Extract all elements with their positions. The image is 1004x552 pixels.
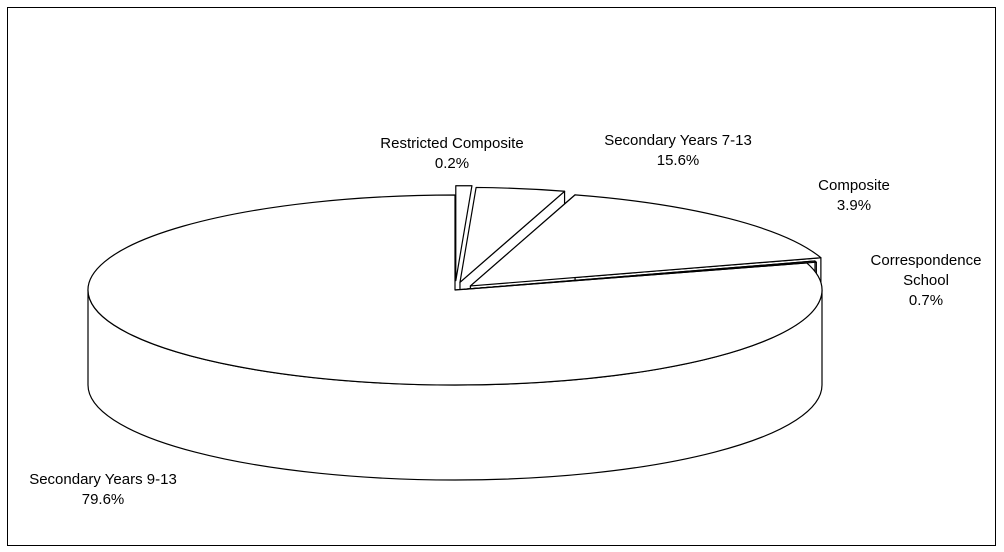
slice-label-percent: 0.2% <box>434 155 470 172</box>
pie-slice-correspondence-school <box>455 185 473 282</box>
slice-label-name: Correspondence <box>870 252 982 269</box>
slice-label-name: Restricted Composite <box>380 135 524 152</box>
slice-label-percent: 15.6% <box>656 152 700 169</box>
slice-label-percent: 0.7% <box>908 292 944 309</box>
slice-label: Restricted Composite 0.2% <box>380 134 523 174</box>
pie-slice-composite <box>459 186 566 283</box>
slice-label-name: Composite <box>818 177 890 194</box>
pie-slice-secondary-years-7-13 <box>469 194 822 287</box>
slice-label-name: Secondary Years 9-13 <box>29 471 177 488</box>
slice-label: Secondary Years 9-13 79.6% <box>29 470 177 510</box>
slice-label-percent: 3.9% <box>836 197 872 214</box>
slice-tops <box>87 185 823 386</box>
slice-label: Secondary Years 7-13 15.6% <box>604 131 752 171</box>
slice-label: Correspondence School 0.7% <box>871 251 982 311</box>
pie-slice-restricted-composite <box>463 260 817 290</box>
slice-label-percent: 79.6% <box>81 491 125 508</box>
pie-slice-secondary-years-9-13 <box>87 194 823 386</box>
slice-label: Composite 3.9% <box>818 176 890 216</box>
slice-label-name: Secondary Years 7-13 <box>604 132 752 149</box>
slice-label-name: School <box>903 272 949 289</box>
